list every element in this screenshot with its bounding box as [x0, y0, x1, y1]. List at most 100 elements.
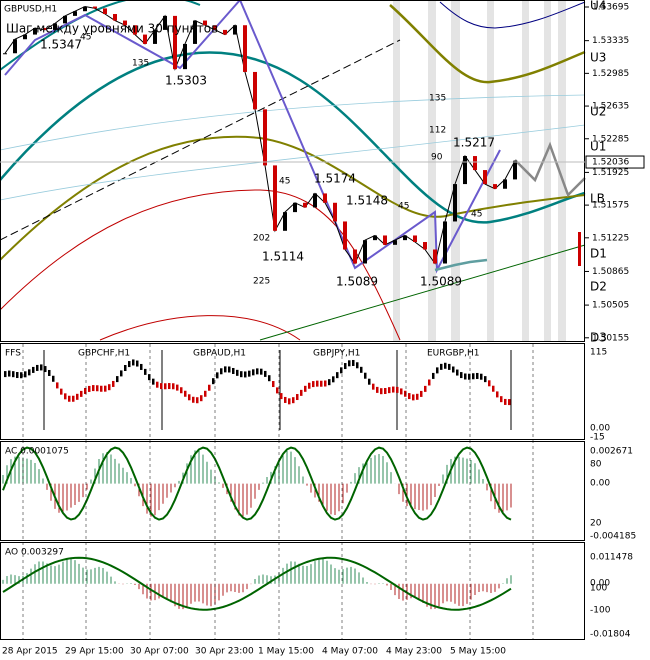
- mini-candle: [296, 394, 299, 401]
- mini-candle: [44, 366, 47, 373]
- level-label: LB: [590, 192, 605, 206]
- price-annotation: 1.5174: [314, 172, 356, 186]
- panel-title: AO 0.003297: [5, 548, 64, 558]
- mini-candle: [92, 385, 95, 392]
- candle: [443, 221, 447, 264]
- candle: [23, 34, 27, 40]
- price-annotation: 112: [429, 126, 446, 136]
- candle: [113, 14, 117, 21]
- symbol-label: GBPUSD,H1: [4, 5, 57, 15]
- mini-candle: [224, 366, 227, 373]
- mini-candle: [64, 393, 67, 400]
- mini-candle: [308, 382, 311, 389]
- candle: [433, 249, 437, 264]
- panel-axis-label: -15: [590, 433, 605, 443]
- candle: [203, 20, 207, 26]
- mini-candle: [156, 381, 159, 388]
- mini-candle: [124, 365, 127, 372]
- mini-candle: [360, 366, 363, 373]
- mini-candle: [380, 388, 383, 395]
- price-annotation: 1.5114: [262, 250, 304, 264]
- mini-candle: [116, 376, 119, 383]
- signal-line: [2, 556, 512, 611]
- price-annotation: 1.5148: [346, 194, 388, 208]
- mini-candle: [432, 372, 435, 379]
- candle: [143, 34, 147, 44]
- price-annotation: 1.5347: [40, 38, 82, 52]
- mini-candle: [364, 372, 367, 379]
- mini-candle: [392, 386, 395, 393]
- level-marker: [578, 232, 581, 266]
- mini-candle: [280, 393, 283, 400]
- mini-candle: [288, 398, 291, 405]
- mini-candle: [340, 367, 343, 374]
- mini-candle: [484, 376, 487, 383]
- mini-candle: [348, 360, 351, 367]
- mini-candle: [384, 387, 387, 394]
- mini-candle: [100, 385, 103, 392]
- candle: [493, 184, 497, 189]
- mini-candle: [96, 385, 99, 392]
- channel-lines: [0, 0, 586, 341]
- mini-candle: [396, 386, 399, 393]
- mini-candle: [416, 393, 419, 400]
- mini-candle: [316, 380, 319, 387]
- level-label: U1: [590, 140, 606, 154]
- mini-candle: [504, 398, 507, 405]
- panel-axis-label: 0.00: [590, 579, 610, 589]
- mini-candle: [368, 378, 371, 385]
- mini-candle: [304, 385, 307, 392]
- mini-candle: [256, 368, 259, 375]
- mini-candle: [260, 368, 263, 375]
- candle: [103, 8, 107, 15]
- mini-candle: [404, 390, 407, 397]
- price-tick-label: 1.51225: [592, 233, 629, 243]
- mini-candle: [476, 372, 479, 379]
- panel-axis-label: 100: [590, 584, 607, 594]
- level-label: U4: [590, 0, 606, 13]
- mini-candle: [344, 363, 347, 370]
- mini-candle: [192, 396, 195, 403]
- mini-candle: [48, 369, 51, 376]
- signal-line: [2, 446, 512, 521]
- mini-candle: [196, 397, 199, 404]
- mini-candle: [140, 363, 143, 370]
- level-label: D2: [590, 280, 607, 294]
- mini-candle: [332, 376, 335, 383]
- mini-candle: [264, 370, 267, 377]
- price-tick-label: 1.50155: [592, 333, 629, 343]
- mini-candle: [388, 387, 391, 394]
- candle: [3, 53, 7, 55]
- price-tick-label: 1.51575: [592, 201, 629, 211]
- price-annotation: 45: [279, 177, 290, 187]
- candle: [293, 202, 297, 213]
- mini-candle: [36, 364, 39, 371]
- mini-candle: [496, 391, 499, 398]
- candle: [243, 25, 247, 72]
- mini-candle: [452, 366, 455, 373]
- panel-frames: [0, 0, 585, 640]
- time-label: 1 May 15:00: [258, 647, 314, 657]
- mini-candle: [168, 383, 171, 390]
- mini-candle: [440, 363, 443, 370]
- candle: [393, 240, 397, 245]
- candle: [463, 156, 467, 185]
- mini-candle: [244, 371, 247, 378]
- pair-label: GBPCHF,H1: [78, 349, 130, 359]
- time-label: 5 May 15:00: [450, 647, 506, 657]
- panel-axis-label: 0.011478: [590, 553, 633, 563]
- mini-candle: [284, 396, 287, 403]
- mini-candle: [376, 386, 379, 393]
- mini-candle: [132, 359, 135, 366]
- mini-candle: [312, 381, 315, 388]
- mini-candle: [24, 371, 27, 378]
- mini-candle: [492, 385, 495, 392]
- mini-candle: [188, 394, 191, 401]
- price-annotation: 135: [429, 94, 446, 104]
- mini-candle: [60, 388, 63, 395]
- level-label: U3: [590, 51, 606, 65]
- mini-candle: [208, 384, 211, 391]
- price-tick-label: 1.52635: [592, 102, 629, 112]
- mini-candle: [464, 373, 467, 380]
- mini-candle: [148, 374, 151, 381]
